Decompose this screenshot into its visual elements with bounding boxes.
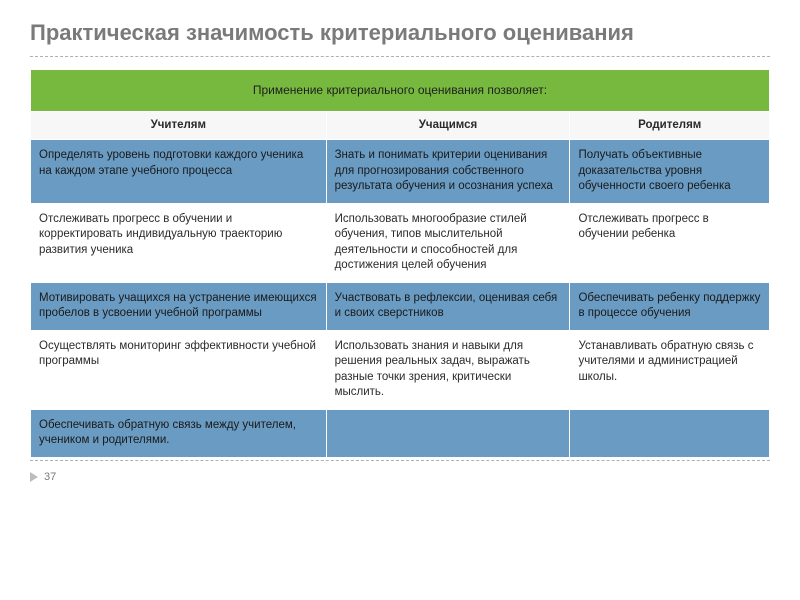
table-row: Определять уровень подготовки каждого уч…	[31, 140, 770, 204]
cell: Использовать многообразие стилей обучени…	[326, 203, 570, 282]
divider-bottom	[30, 460, 770, 461]
table-body: Определять уровень подготовки каждого уч…	[31, 140, 770, 458]
col-head-parents: Родителям	[570, 111, 770, 140]
cell: Осуществлять мониторинг эффективности уч…	[31, 330, 327, 409]
col-head-teachers: Учителям	[31, 111, 327, 140]
cell: Устанавливать обратную связь с учителями…	[570, 330, 770, 409]
col-head-students: Учащимся	[326, 111, 570, 140]
table-row: Обеспечивать обратную связь между учител…	[31, 409, 770, 457]
table-banner: Применение критериального оценивания поз…	[31, 70, 770, 111]
criteria-table: Применение критериального оценивания поз…	[30, 69, 770, 457]
arrow-icon	[30, 472, 38, 482]
slide-footer: 37	[30, 471, 770, 483]
page-number: 37	[44, 471, 56, 483]
cell	[570, 409, 770, 457]
cell	[326, 409, 570, 457]
cell: Определять уровень подготовки каждого уч…	[31, 140, 327, 204]
cell: Участвовать в рефлексии, оценивая себя и…	[326, 282, 570, 330]
table-row: Мотивировать учащихся на устранение имею…	[31, 282, 770, 330]
divider-top	[30, 56, 770, 57]
cell: Использовать знания и навыки для решения…	[326, 330, 570, 409]
cell: Знать и понимать критерии оценивания для…	[326, 140, 570, 204]
cell: Обеспечивать ребенку поддержку в процесс…	[570, 282, 770, 330]
cell: Получать объективные доказательства уров…	[570, 140, 770, 204]
table-row: Осуществлять мониторинг эффективности уч…	[31, 330, 770, 409]
page-title: Практическая значимость критериального о…	[30, 20, 770, 46]
table-row: Отслеживать прогресс в обучении и коррек…	[31, 203, 770, 282]
cell: Мотивировать учащихся на устранение имею…	[31, 282, 327, 330]
cell: Отслеживать прогресс в обучении ребенка	[570, 203, 770, 282]
cell: Отслеживать прогресс в обучении и коррек…	[31, 203, 327, 282]
cell: Обеспечивать обратную связь между учител…	[31, 409, 327, 457]
